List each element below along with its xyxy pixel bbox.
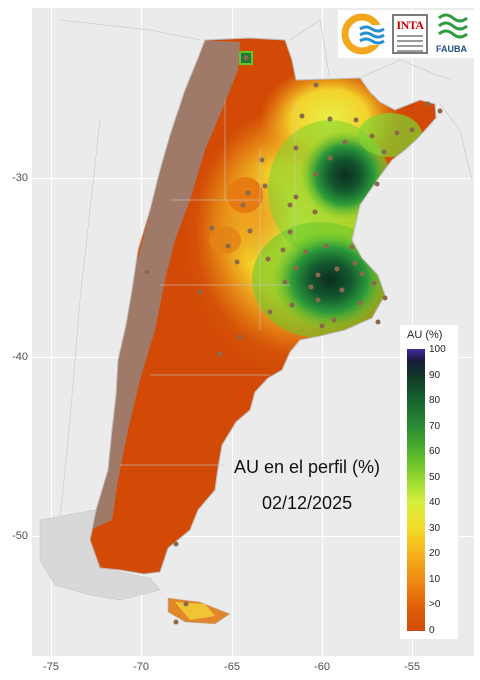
legend-colorbar [407,349,425,631]
x-tick-label: -55 [404,661,420,673]
station-dots [144,55,443,625]
inta-logo: INTA [392,14,428,54]
legend-label: 30 [429,523,441,534]
legend-label: 80 [429,395,441,406]
legend-label: 40 [429,497,441,508]
x-tick-label: -65 [224,661,240,673]
legend-label: 0 [429,625,435,636]
inta-lines-icon [397,35,423,52]
y-tick-label: -30 [12,172,28,184]
grid-line [51,8,52,656]
legend-label: >0 [429,599,441,610]
legend-label: 20 [429,548,441,559]
legend-title: AU (%) [407,329,443,341]
legend-label: 50 [429,472,441,483]
inta-logo-text: INTA [396,18,424,32]
grid-line [32,536,474,537]
institution-logo-icon [341,13,388,55]
x-tick-label: -70 [133,661,149,673]
legend-label: 100 [429,344,446,355]
logo-strip: INTA FAUBA [338,10,474,58]
map-date: 02/12/2025 [262,493,353,513]
legend-label: 90 [429,370,441,381]
fauba-logo-text: FAUBA [436,44,467,54]
legend: AU (%) 100 90 80 70 60 50 40 30 [400,325,458,639]
y-tick-label: -40 [12,351,28,363]
x-tick-label: -60 [314,661,330,673]
province-borders [120,100,296,466]
tierra-del-fuego-wet [175,602,215,620]
y-tick-label: -50 [12,530,28,542]
fauba-logo-icon [438,13,468,39]
x-tick-label: -75 [43,661,59,673]
legend-label: 10 [429,574,441,585]
legend-label: 60 [429,446,441,457]
argentina-border [89,37,437,575]
legend-label: 70 [429,421,441,432]
map-title: AU en el perfil (%) [234,457,381,477]
